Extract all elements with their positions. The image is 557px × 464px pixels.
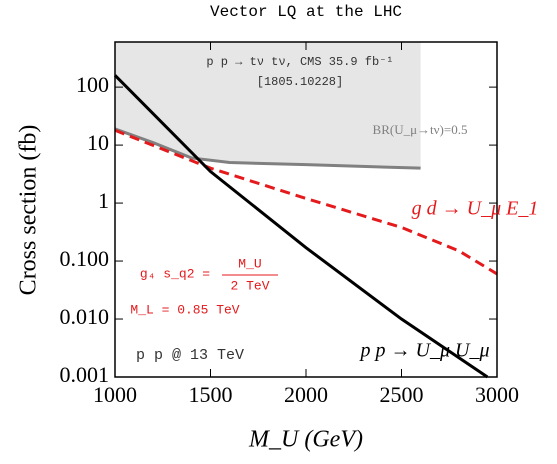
x-tick-label: 1000 (93, 382, 137, 407)
x-tick-label: 2000 (284, 382, 328, 407)
y-tick-label: 0.010 (60, 304, 110, 329)
y-tick-label: 0.001 (60, 362, 110, 387)
y-tick-label: 100 (76, 72, 109, 97)
x-tick-label: 1500 (189, 382, 233, 407)
annotation: M_L = 0.85 TeV (130, 302, 239, 317)
annotation: 2 TeV (230, 278, 269, 293)
y-tick-label: 10 (87, 130, 109, 155)
y-tick-label: 1 (98, 188, 109, 213)
chart-title: Vector LQ at the LHC (210, 3, 402, 21)
line (113, 74, 489, 379)
annotation: M_U (238, 256, 261, 271)
annotation: p p @ 13 TeV (136, 347, 244, 364)
series-label: g d → U_μ E_1 (412, 198, 539, 220)
y-axis-label: Cross section (fb) (16, 125, 42, 296)
x-axis-label: M_U (GeV) (248, 427, 363, 453)
line (114, 127, 421, 170)
series-label: BR(U_μ→tν)=0.5 (373, 122, 468, 137)
annotation: [1805.10228] (257, 75, 343, 89)
y-tick-label: 0.100 (60, 246, 110, 271)
x-tick-label: 3000 (475, 382, 519, 407)
line (114, 128, 498, 276)
excluded-region (115, 42, 421, 169)
annotation: g₄ s_q2 = (140, 266, 210, 281)
annotation: p p → tν tν, CMS 35.9 fb⁻¹ (206, 55, 393, 69)
series-label: p p → U_μ U_μ (359, 340, 490, 362)
x-tick-label: 2500 (380, 382, 424, 407)
